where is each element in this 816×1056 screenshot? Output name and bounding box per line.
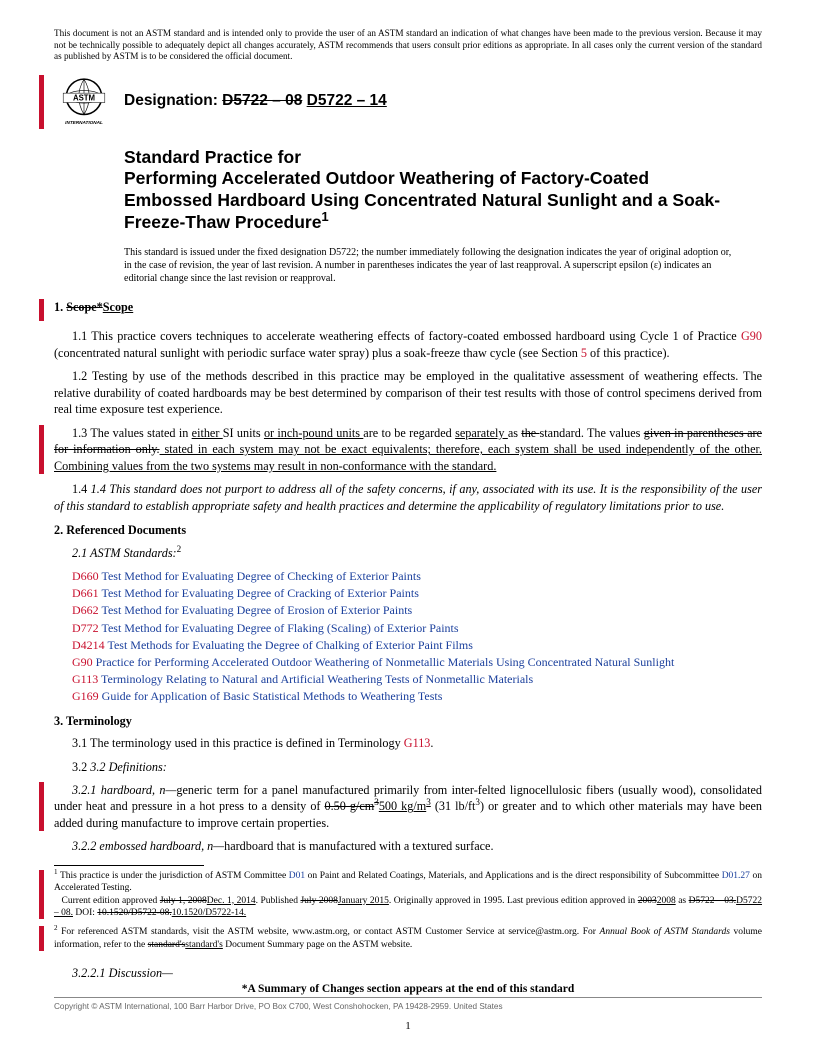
- astm-logo-icon: ASTM INTERNATIONAL: [58, 76, 110, 128]
- page-container: This document is not an ASTM standard an…: [0, 0, 816, 1008]
- header-row: ASTM INTERNATIONAL Designation: D5722 – …: [54, 75, 762, 129]
- ref-g90: G90: [741, 329, 762, 343]
- para-1-1: 1.1 This practice covers techniques to a…: [54, 328, 762, 361]
- para-1-2: 1.2 Testing by use of the methods descri…: [54, 368, 762, 417]
- change-bar-icon: [39, 75, 44, 129]
- para-1-3-row: 1.3 The values stated in either SI units…: [54, 425, 762, 474]
- para-3-2: 3.2 3.2 Definitions:: [54, 759, 762, 775]
- footnote-rule: [54, 865, 204, 866]
- para-1-4: 1.4 1.4 This standard does not purport t…: [54, 481, 762, 514]
- change-bar-icon: [39, 425, 44, 474]
- summary-note: *A Summary of Changes section appears at…: [0, 982, 816, 998]
- ref-g169: G169 Guide for Application of Basic Stat…: [72, 688, 762, 704]
- ref-d662: D662 Test Method for Evaluating Degree o…: [72, 602, 762, 618]
- page-number: 1: [0, 1019, 816, 1034]
- ref-d4214: D4214 Test Methods for Evaluating the De…: [72, 637, 762, 653]
- para-2-1: 2.1 ASTM Standards:2: [54, 545, 762, 561]
- para-1-3: 1.3 The values stated in either SI units…: [54, 425, 762, 474]
- logo-subtext: INTERNATIONAL: [65, 119, 103, 124]
- ref-d01: D01: [289, 871, 305, 881]
- change-bar-icon: [39, 299, 44, 321]
- footnote-2: 2 For referenced ASTM standards, visit t…: [54, 926, 762, 951]
- ref-g113-inline: G113: [404, 736, 431, 750]
- ref-d772: D772 Test Method for Evaluating Degree o…: [72, 620, 762, 636]
- top-disclaimer: This document is not an ASTM standard an…: [54, 28, 762, 63]
- copyright-line: Copyright © ASTM International, 100 Barr…: [54, 997, 762, 1012]
- change-bar-icon: [39, 870, 44, 919]
- designation: Designation: D5722 – 08 D5722 – 14: [124, 91, 387, 112]
- title-block: Standard Practice for Performing Acceler…: [124, 147, 732, 286]
- footnote-1: 1 This practice is under the jurisdictio…: [54, 870, 762, 919]
- section-1-heading-row: 1. Scope*Scope: [54, 299, 762, 321]
- standard-title: Standard Practice for Performing Acceler…: [124, 147, 732, 235]
- para-3-2-2-1: 3.2.2.1 Discussion—: [54, 965, 762, 981]
- section-1-heading: 1. Scope*Scope: [54, 299, 133, 315]
- references-list: D660 Test Method for Evaluating Degree o…: [72, 568, 762, 705]
- ref-d01-27: D01.27: [722, 871, 750, 881]
- section-2-heading: 2. Referenced Documents: [54, 522, 762, 538]
- para-3-2-1-row: 3.2.1 hardboard, n—generic term for a pa…: [54, 782, 762, 831]
- para-3-1: 3.1 The terminology used in this practic…: [54, 735, 762, 751]
- change-bar-icon: [39, 926, 44, 951]
- ref-d661: D661 Test Method for Evaluating Degree o…: [72, 585, 762, 601]
- para-3-2-1: 3.2.1 hardboard, n—generic term for a pa…: [54, 782, 762, 831]
- change-bar-icon: [39, 782, 44, 831]
- ref-g113: G113 Terminology Relating to Natural and…: [72, 671, 762, 687]
- issue-note: This standard is issued under the fixed …: [124, 246, 732, 285]
- svg-text:ASTM: ASTM: [73, 93, 95, 102]
- footnote-1-row: 1 This practice is under the jurisdictio…: [54, 870, 762, 919]
- designation-new: D5722 – 14: [307, 92, 387, 109]
- para-3-2-2: 3.2.2 embossed hardboard, n—hardboard th…: [54, 838, 762, 854]
- designation-old: D5722 – 08: [222, 92, 302, 109]
- footnote-2-row: 2 For referenced ASTM standards, visit t…: [54, 926, 762, 951]
- section-3-heading: 3. Terminology: [54, 713, 762, 729]
- ref-g90-li: G90 Practice for Performing Accelerated …: [72, 654, 762, 670]
- ref-d660: D660 Test Method for Evaluating Degree o…: [72, 568, 762, 584]
